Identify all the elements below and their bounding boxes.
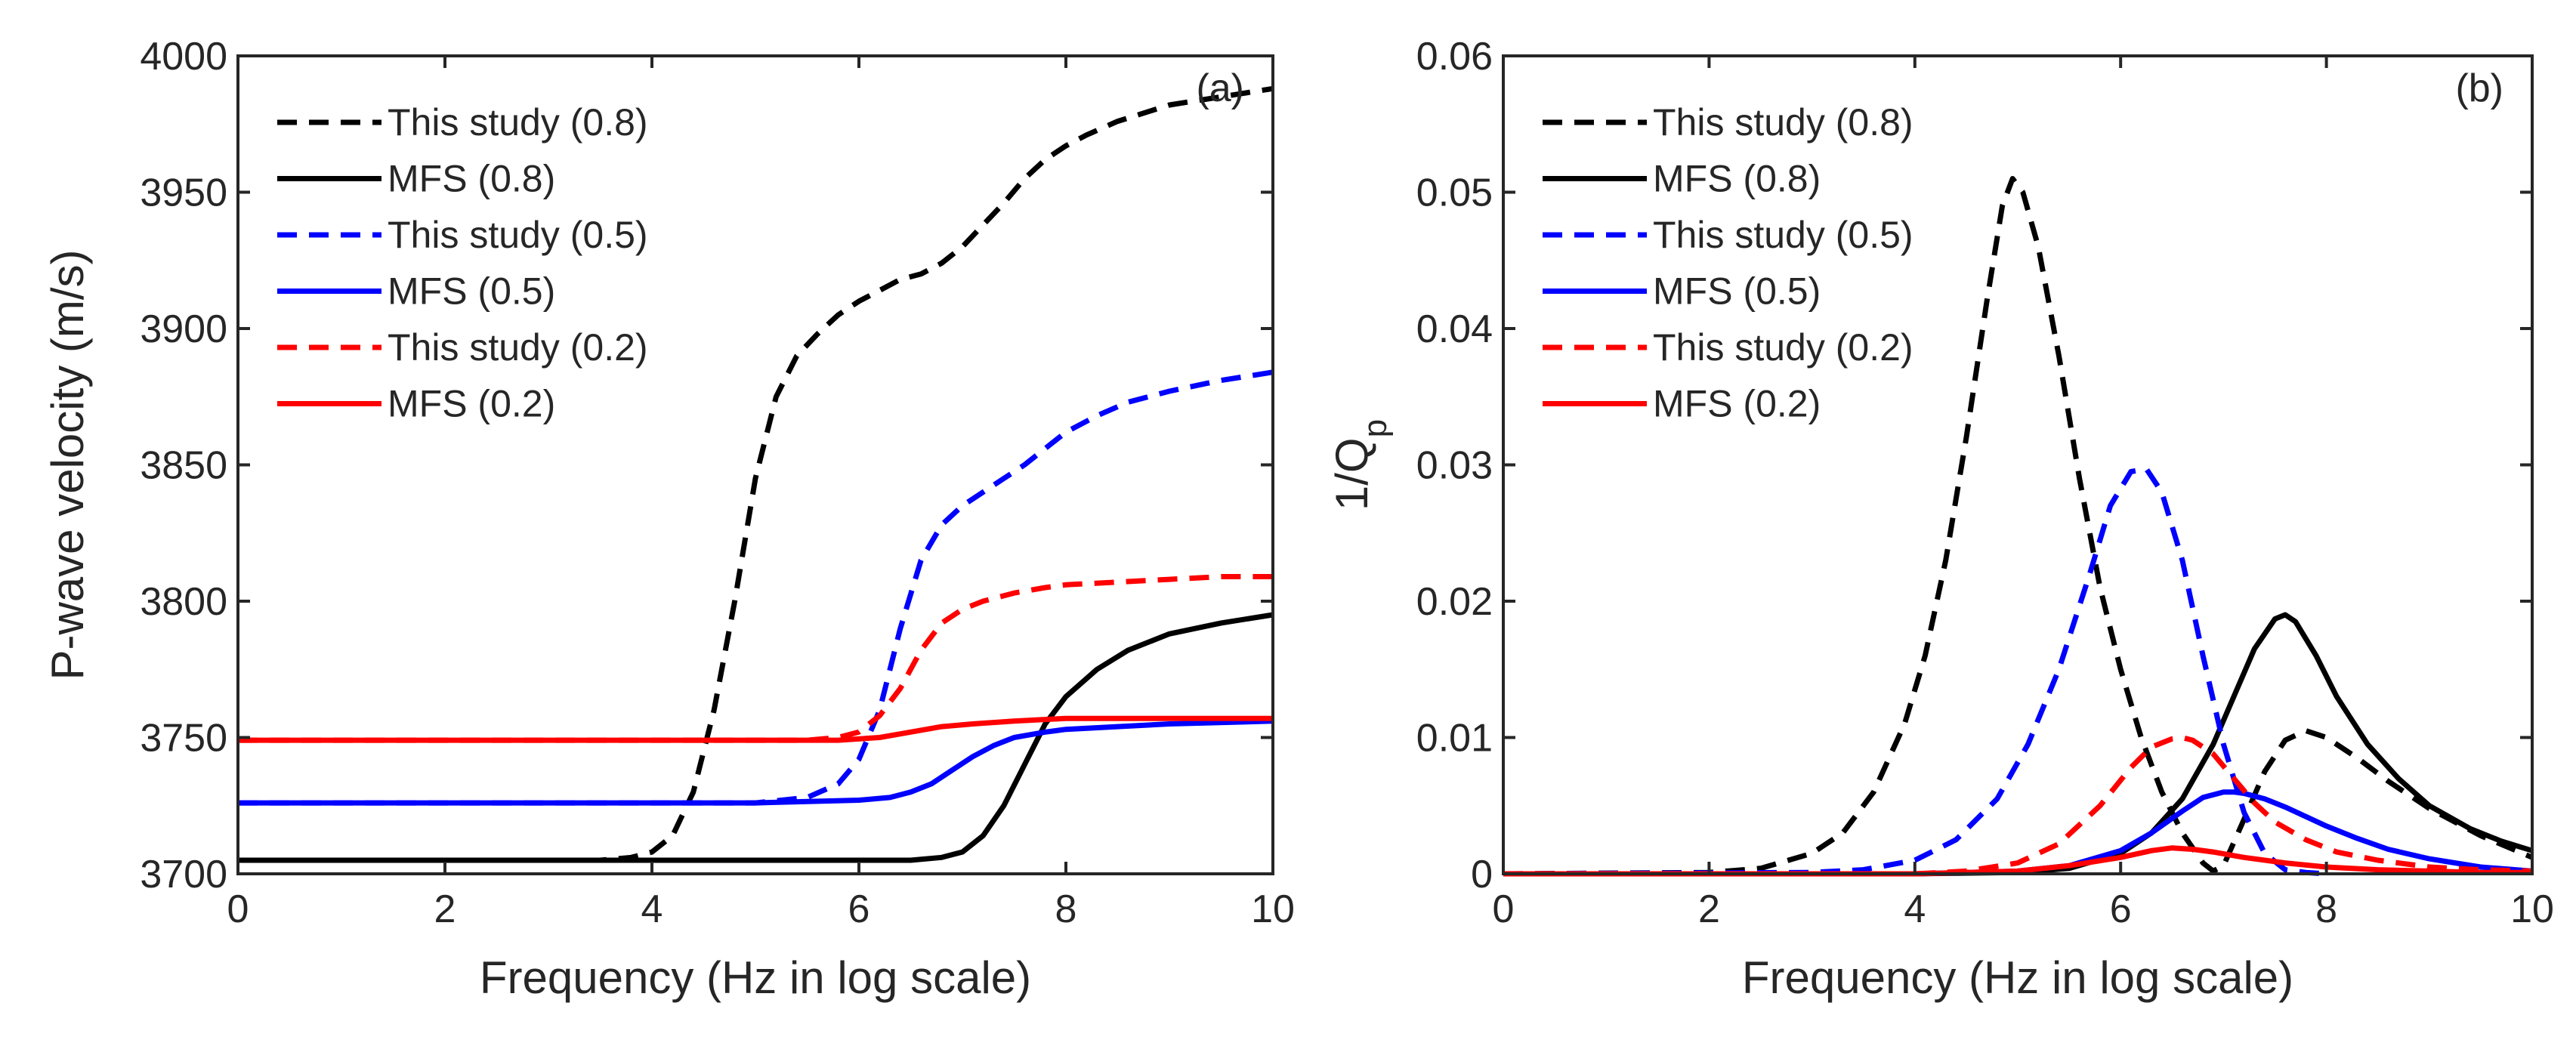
x-tick-label: 8 <box>1055 887 1077 931</box>
y-tick-label: 0.05 <box>1416 171 1493 215</box>
x-tick-label: 6 <box>2110 887 2132 931</box>
legend-entry: MFS (0.2) <box>1653 383 1821 425</box>
x-tick-label: 8 <box>2315 887 2337 931</box>
series-line <box>238 85 1274 863</box>
panel-label: (b) <box>2455 66 2503 110</box>
y-tick-label: 0.02 <box>1416 580 1493 624</box>
y-tick-label: 3850 <box>140 444 227 488</box>
series-line <box>1503 735 2533 877</box>
series-line <box>1503 466 2327 877</box>
series-line <box>238 718 1274 806</box>
x-axis-label: Frequency (Hz in log scale) <box>1742 952 2293 1003</box>
chart-panel-b: 0 2 4 6 8 10 0 0.01 0.02 0.03 0.04 0.05 0.06 Frequenc… <box>1327 35 2554 1003</box>
legend-entry: This study (0.2) <box>388 326 648 369</box>
y-tick-label: 3750 <box>140 717 227 761</box>
y-tick-label: 4000 <box>140 35 227 79</box>
legend-entry: This study (0.5) <box>1653 214 1913 256</box>
x-tick-label: 0 <box>1493 887 1515 931</box>
series-line <box>238 715 1273 743</box>
x-tick-label: 4 <box>1904 887 1926 931</box>
legend-entry: This study (0.2) <box>1653 326 1913 369</box>
y-axis-label-subscript: p <box>1357 419 1394 437</box>
legend-entry: This study (0.5) <box>388 214 648 256</box>
x-axis-label: Frequency (Hz in log scale) <box>480 952 1031 1003</box>
legend: This study (0.8) MFS (0.8) This study (0.5… <box>277 101 648 425</box>
x-tick-label: 2 <box>1698 887 1720 931</box>
y-tick-label: 3800 <box>140 580 227 624</box>
legend: This study (0.8) MFS (0.8) This study (0.5… <box>1543 101 1913 425</box>
legend-entry: MFS (0.8) <box>1653 158 1821 200</box>
x-tick-label: 0 <box>227 887 249 931</box>
y-tick-label: 3900 <box>140 307 227 351</box>
panel-label: (a) <box>1196 66 1244 110</box>
series-line <box>1503 845 2532 877</box>
legend-entry: MFS (0.8) <box>388 158 555 200</box>
legend-entry: This study (0.8) <box>1653 101 1913 143</box>
y-tick-label: 3700 <box>140 853 227 896</box>
y-tick-label: 0 <box>1471 853 1493 896</box>
legend-entry: This study (0.8) <box>388 101 648 143</box>
series-line <box>1503 176 2534 877</box>
x-tick-label: 10 <box>2510 887 2554 931</box>
legend-entry: MFS (0.5) <box>388 270 555 313</box>
chart-panel-a: 0 2 4 6 8 10 3700 3750 3800 3850 3900 3950 4000 Frequ… <box>42 35 1295 1003</box>
y-tick-label: 0.04 <box>1416 307 1493 351</box>
y-axis-label: 1/Qp <box>1327 419 1394 511</box>
y-tick-label: 0.06 <box>1416 35 1493 79</box>
y-tick-label: 0.01 <box>1416 717 1493 761</box>
x-tick-label: 6 <box>848 887 870 931</box>
x-tick-label: 2 <box>434 887 456 931</box>
x-tick-label: 4 <box>641 887 663 931</box>
x-tick-label: 10 <box>1251 887 1295 931</box>
legend-entry: MFS (0.5) <box>1653 270 1821 313</box>
series-line <box>238 612 1274 863</box>
y-axis-label: P-wave velocity (m/s) <box>42 249 93 680</box>
y-tick-label: 3950 <box>140 171 227 215</box>
legend-entry: MFS (0.2) <box>388 383 555 425</box>
series-line <box>1503 612 2534 877</box>
y-tick-label: 0.03 <box>1416 444 1493 488</box>
